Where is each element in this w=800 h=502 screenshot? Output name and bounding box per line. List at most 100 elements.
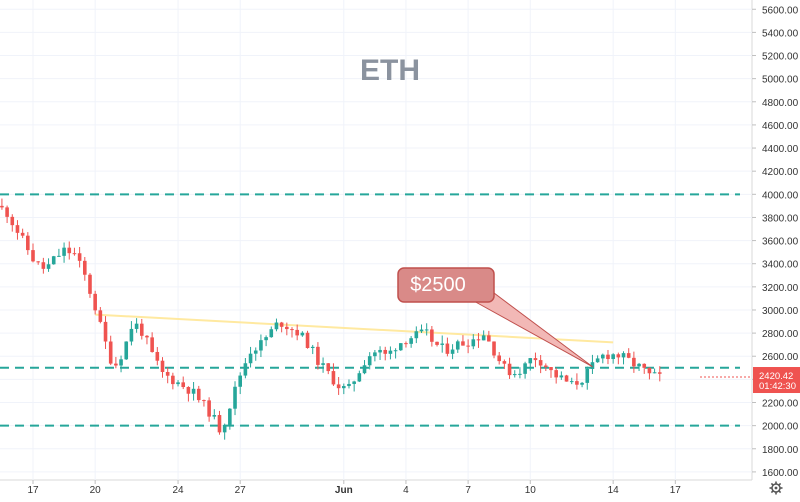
- candle-body: [626, 353, 631, 358]
- candle-body: [300, 332, 305, 336]
- candle-body: [419, 329, 424, 332]
- candle-body: [533, 358, 538, 361]
- candle-body: [388, 350, 393, 354]
- candle-body: [606, 354, 610, 360]
- last-price-value: 2420.42: [759, 371, 793, 382]
- candle-body: [585, 368, 590, 383]
- candle-body: [450, 349, 455, 354]
- candle-body: [191, 388, 196, 394]
- candle-body: [461, 341, 465, 346]
- candle-body: [518, 373, 522, 375]
- y-tick-label: 3800.00: [762, 213, 799, 224]
- y-tick-label: 2000.00: [762, 422, 799, 433]
- candle-body: [212, 415, 217, 417]
- candle-body: [196, 388, 201, 401]
- y-tick-label: 5600.00: [762, 5, 799, 16]
- y-tick-label: 4800.00: [762, 98, 799, 109]
- candle-body: [26, 235, 30, 251]
- candle-body: [176, 382, 180, 385]
- horizontal-levels[interactable]: [0, 193, 740, 427]
- candle-body: [502, 361, 507, 364]
- y-tick-label: 3400.00: [762, 260, 799, 271]
- candle-body: [124, 341, 129, 360]
- candle-body: [435, 341, 439, 345]
- candle-body: [538, 360, 543, 366]
- candle-body: [590, 362, 595, 369]
- candle-body: [554, 370, 558, 378]
- x-tick-label: Jun: [335, 485, 353, 496]
- candle-body: [77, 253, 82, 261]
- y-tick-label: 5400.00: [762, 28, 799, 39]
- candle-body: [455, 341, 460, 350]
- candle-body: [285, 326, 289, 330]
- y-axis: 1600.001800.002000.002200.002400.002600.…: [752, 5, 799, 479]
- candle-body: [31, 250, 35, 262]
- candle-body: [207, 400, 211, 417]
- trendline[interactable]: [95, 313, 614, 344]
- y-tick-label: 3600.00: [762, 237, 799, 248]
- candle-body: [269, 329, 274, 338]
- callout-box[interactable]: [397, 267, 495, 303]
- candle-body: [373, 352, 377, 357]
- candle-body: [564, 375, 569, 382]
- x-tick-label: 17: [670, 485, 682, 496]
- candle-body: [326, 363, 331, 372]
- candle-body: [139, 323, 144, 336]
- x-tick-label: 7: [465, 485, 471, 496]
- candle-body: [347, 383, 351, 387]
- settings-gear-icon[interactable]: [769, 481, 783, 495]
- candle-body: [72, 253, 77, 255]
- candle-body: [497, 355, 501, 362]
- candle-body: [430, 329, 434, 342]
- candle-body: [119, 359, 123, 366]
- y-tick-label: 2600.00: [762, 352, 799, 363]
- candle-body: [414, 331, 419, 339]
- last-price-box: [753, 367, 800, 394]
- candle-body: [575, 381, 579, 385]
- candle-body: [103, 321, 108, 342]
- candle-body: [259, 340, 263, 351]
- x-tick-label: 27: [235, 485, 247, 496]
- x-tick-label: 24: [172, 485, 184, 496]
- candle-body: [383, 349, 388, 354]
- candle-body: [62, 247, 66, 256]
- candle-body: [487, 335, 491, 342]
- x-tick-label: 17: [27, 485, 39, 496]
- candle-body: [611, 354, 615, 360]
- y-tick-label: 4000.00: [762, 190, 799, 201]
- candle-body: [652, 372, 657, 374]
- candle-body: [243, 363, 248, 376]
- candle-body: [108, 341, 113, 364]
- candle-body: [15, 225, 20, 233]
- candle-body: [0, 205, 4, 208]
- trendline-layer[interactable]: [95, 313, 614, 344]
- candle-body: [321, 363, 325, 365]
- price-callout[interactable]: $2500: [397, 267, 593, 368]
- candle-body: [424, 329, 429, 331]
- candle-body: [228, 408, 232, 425]
- candle-body: [559, 375, 564, 378]
- candle-body: [523, 363, 527, 374]
- candle-body: [171, 375, 175, 385]
- candle-body: [217, 415, 222, 433]
- x-tick-label: 4: [403, 485, 409, 496]
- candle-body: [362, 365, 367, 374]
- y-tick-label: 4600.00: [762, 121, 799, 132]
- candle-body: [471, 339, 476, 347]
- candle-body: [404, 343, 408, 345]
- candle-body: [150, 337, 154, 352]
- y-tick-label: 4400.00: [762, 144, 799, 155]
- y-tick-label: 2800.00: [762, 329, 799, 340]
- candle-body: [393, 350, 398, 352]
- candle-body: [290, 329, 294, 331]
- candle-body: [248, 353, 253, 364]
- candles: [0, 198, 662, 440]
- candle-body: [445, 343, 450, 354]
- y-tick-label: 1800.00: [762, 445, 799, 456]
- candle-body: [476, 339, 481, 341]
- candle-body: [621, 353, 626, 358]
- callout-label: $2500: [410, 274, 466, 296]
